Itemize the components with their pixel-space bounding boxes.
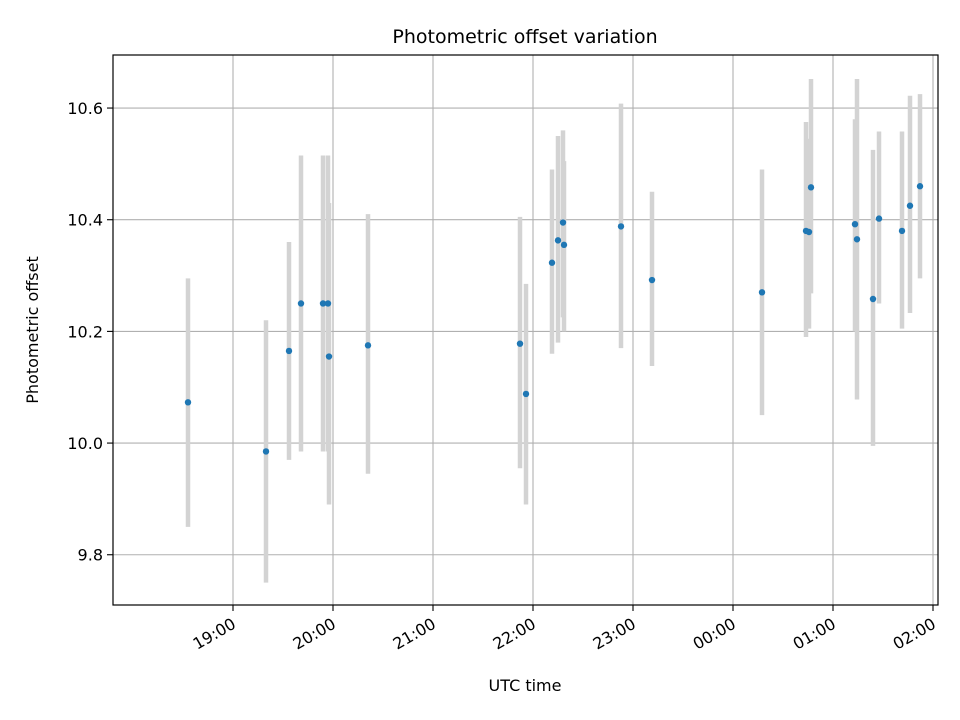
data-point [324, 300, 332, 307]
data-point [869, 295, 877, 303]
data-point [285, 347, 293, 355]
plot-frame [112, 54, 939, 606]
data-point [364, 342, 372, 349]
data-point [319, 300, 327, 307]
data-point [807, 184, 815, 191]
data-point [875, 215, 883, 222]
grid [113, 55, 938, 605]
y-axis: 9.8 10.0 10.2 10.4 10.6 [67, 99, 113, 565]
x-axis-label: UTC time [489, 676, 562, 695]
data-points [184, 183, 924, 455]
data-point [898, 227, 906, 235]
chart-title: Photometric offset variation [392, 26, 657, 48]
y-tick-label: 10.2 [67, 322, 103, 341]
data-point [805, 228, 813, 236]
data-point [297, 300, 305, 307]
data-point [522, 390, 530, 398]
data-point [262, 448, 270, 455]
y-tick-label: 10.6 [67, 99, 103, 118]
data-point [906, 202, 914, 209]
data-point [617, 223, 625, 230]
y-tick-label: 10.0 [67, 434, 103, 453]
data-point [516, 340, 524, 347]
y-axis-label: Photometric offset [23, 256, 42, 404]
data-point [851, 220, 859, 228]
y-tick-label: 9.8 [78, 546, 103, 565]
data-point [325, 353, 333, 360]
data-point [853, 236, 861, 243]
data-point [554, 237, 562, 244]
y-tick-label: 10.4 [67, 211, 103, 230]
data-point [559, 219, 567, 226]
data-point [758, 289, 766, 296]
data-point [648, 276, 656, 284]
data-point [184, 399, 192, 406]
data-point [560, 241, 568, 249]
data-point [916, 183, 924, 190]
data-point [548, 259, 556, 266]
